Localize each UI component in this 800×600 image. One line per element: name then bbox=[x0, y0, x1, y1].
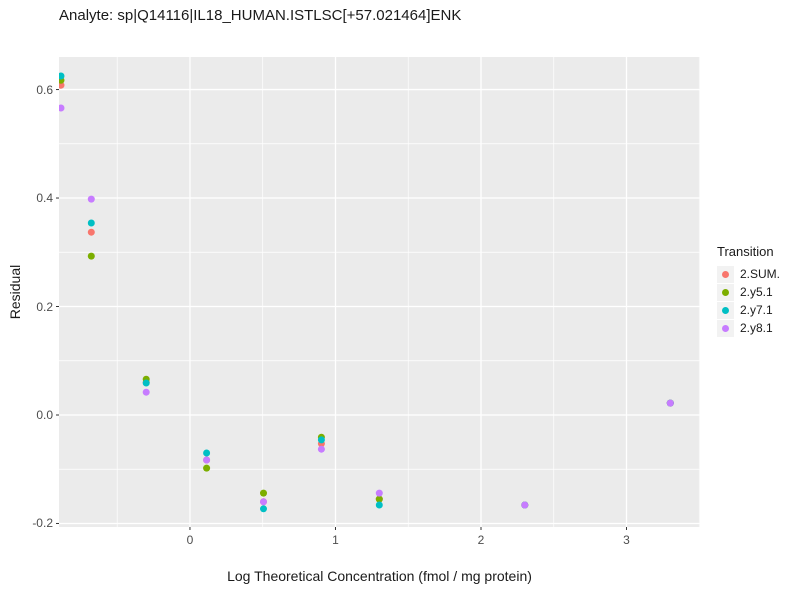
data-point-2.y8.1 bbox=[142, 388, 150, 396]
legend-key bbox=[717, 319, 734, 337]
y-tick-label: 0.2 bbox=[36, 299, 53, 314]
x-tick-label: 1 bbox=[332, 533, 339, 547]
legend-point-icon bbox=[722, 306, 729, 314]
panel-background bbox=[59, 57, 700, 527]
data-point-2.y8.1 bbox=[317, 445, 325, 453]
data-point-2.y8.1 bbox=[203, 456, 211, 464]
legend-point-icon bbox=[722, 288, 729, 296]
legend-entry-2.y5.1: 2.y5.1 bbox=[717, 283, 780, 301]
data-point-2.y8.1 bbox=[260, 498, 267, 506]
data-point-2.y7.1 bbox=[260, 505, 267, 513]
legend-label: 2.y8.1 bbox=[740, 321, 773, 335]
x-tick-label: 3 bbox=[623, 533, 630, 547]
data-point-2.y5.1 bbox=[203, 464, 211, 472]
legend-point-icon bbox=[722, 270, 729, 278]
legend-label: 2.y5.1 bbox=[740, 285, 773, 299]
y-tick-label: 0.4 bbox=[36, 191, 53, 206]
data-point-2.y7.1 bbox=[87, 219, 95, 227]
legend-point-icon bbox=[722, 324, 729, 332]
data-point-2.y7.1 bbox=[317, 436, 325, 444]
data-point-2.y7.1 bbox=[203, 449, 211, 457]
data-point-2.y5.1 bbox=[375, 495, 383, 503]
data-point-2.y8.1 bbox=[87, 195, 95, 203]
legend-label: 2.y7.1 bbox=[740, 303, 773, 317]
data-point-2.y8.1 bbox=[666, 399, 674, 407]
x-tick-label: 0 bbox=[186, 533, 194, 547]
y-tick-label: 0.6 bbox=[36, 82, 53, 97]
data-point-2.y7.1 bbox=[59, 72, 65, 80]
data-point-2.SUM. bbox=[87, 228, 95, 236]
legend: Transition 2.SUM. 2.y5.1 2.y7.1 2.y8.1 bbox=[717, 244, 780, 337]
data-point-2.y7.1 bbox=[142, 379, 150, 387]
data-point-2.y8.1 bbox=[59, 104, 65, 112]
data-point-2.y8.1 bbox=[521, 501, 529, 509]
x-axis-title: Log Theoretical Concentration (fmol / mg… bbox=[227, 568, 532, 584]
legend-entry-2.y7.1: 2.y7.1 bbox=[717, 301, 780, 319]
y-tick-label: 0.0 bbox=[36, 407, 53, 422]
legend-key bbox=[717, 283, 734, 301]
data-point-2.y5.1 bbox=[87, 252, 95, 260]
legend-title: Transition bbox=[717, 244, 774, 259]
legend-entries: 2.SUM. 2.y5.1 2.y7.1 2.y8.1 bbox=[717, 265, 780, 337]
y-tick-label: -0.2 bbox=[32, 516, 53, 531]
legend-key bbox=[717, 265, 734, 283]
plot-title: Analyte: sp|Q14116|IL18_HUMAN.ISTLSC[+57… bbox=[59, 7, 462, 24]
points-layer bbox=[59, 72, 674, 513]
x-tick-label: 2 bbox=[477, 533, 485, 547]
legend-label: 2.SUM. bbox=[740, 267, 781, 281]
data-point-2.y5.1 bbox=[260, 489, 267, 497]
legend-key bbox=[717, 301, 734, 319]
data-point-2.y7.1 bbox=[375, 501, 383, 509]
legend-entry-2.SUM.: 2.SUM. bbox=[717, 265, 780, 283]
data-point-2.y8.1 bbox=[375, 489, 383, 497]
legend-entry-2.y8.1: 2.y8.1 bbox=[717, 319, 780, 337]
